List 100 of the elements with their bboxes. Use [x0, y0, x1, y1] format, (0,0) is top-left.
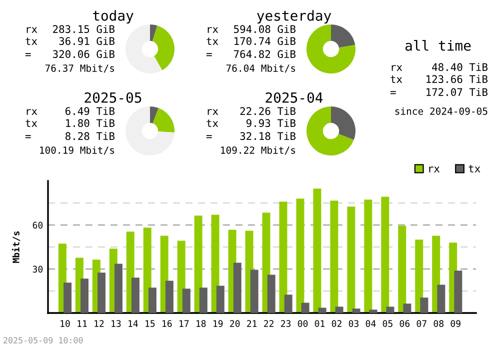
- bar: [64, 282, 72, 313]
- bar: [165, 280, 174, 313]
- bar: [131, 278, 140, 313]
- x-tick-label: 23: [281, 320, 291, 327]
- x-tick-label: 07: [416, 320, 426, 327]
- text: tx: [206, 38, 218, 45]
- text: 172.07 TiB: [426, 88, 488, 96]
- chart-title: 2025-04: [266, 92, 323, 103]
- x-tick-label: 09: [450, 320, 460, 327]
- chart-title: 2025-05: [84, 92, 142, 103]
- bar: [352, 308, 360, 313]
- x-tick-label: 15: [146, 320, 155, 327]
- donut-slice: [125, 106, 174, 156]
- text: 48.40 TiB: [432, 62, 488, 72]
- chart-title: yesterday: [257, 10, 332, 24]
- bar: [318, 308, 326, 313]
- text: 2025-05-09 10:00: [4, 337, 83, 344]
- x-tick-label: 06: [400, 320, 410, 327]
- bar: [216, 286, 224, 313]
- text: 22.26 TiB: [240, 106, 296, 116]
- text: 109.22 Mbit/s: [221, 146, 296, 155]
- text: 36.91 GiB: [59, 36, 115, 46]
- bar: [194, 216, 202, 313]
- bar: [313, 188, 322, 313]
- y-axis-title: Mbit/s: [12, 231, 20, 263]
- donut-slice: [150, 106, 158, 124]
- text: tx: [206, 120, 218, 127]
- donut-slice: [306, 106, 354, 156]
- x-tick-label: 21: [247, 320, 257, 327]
- text: =: [25, 53, 31, 56]
- x-tick-label: 18: [196, 320, 206, 327]
- text: 764.82 GiB: [234, 50, 296, 58]
- bar: [381, 196, 390, 313]
- text: rx: [392, 65, 402, 71]
- bar: [454, 270, 462, 313]
- x-tick-label: 13: [112, 320, 121, 327]
- x-tick-label: 00: [298, 320, 308, 327]
- bar: [148, 288, 156, 313]
- text: rx: [26, 109, 38, 115]
- text: 283.15 GiB: [53, 24, 115, 34]
- bar: [335, 306, 344, 313]
- bar: [364, 200, 372, 313]
- donut-slice: [152, 108, 175, 133]
- bar: [369, 310, 378, 313]
- bar: [284, 294, 292, 313]
- text: rx: [208, 27, 218, 33]
- bar: [437, 284, 446, 313]
- x-tick-label: 16: [162, 320, 172, 327]
- donut-slice: [331, 24, 356, 48]
- text: 32.18 TiB: [240, 132, 296, 140]
- bar: [386, 306, 394, 313]
- chart-title: today: [92, 10, 134, 24]
- bar: [415, 240, 424, 313]
- x-tick-label: 22: [264, 320, 274, 327]
- text: 320.06 GiB: [52, 50, 115, 58]
- text: 123.66 TiB: [426, 74, 488, 84]
- bar: [267, 274, 276, 313]
- bar: [80, 278, 89, 313]
- text: 9.93 TiB: [246, 118, 296, 128]
- bar: [347, 206, 356, 313]
- text: 170.74 GiB: [234, 36, 296, 46]
- bar: [182, 288, 190, 313]
- text: 6.49 TiB: [66, 106, 115, 116]
- bar: [403, 304, 412, 313]
- x-tick-label: 08: [434, 320, 444, 327]
- x-tick-label: 19: [213, 320, 223, 327]
- text: 76.37 Mbit/s: [45, 64, 114, 73]
- donut-slice: [152, 26, 175, 70]
- bar: [233, 262, 242, 313]
- x-tick-label: 20: [230, 320, 240, 327]
- donut-slice: [125, 24, 162, 74]
- text: since 2024-09-05: [395, 107, 488, 115]
- x-tick-label: 10: [60, 320, 70, 327]
- bar: [114, 264, 122, 313]
- text: tx: [390, 76, 402, 83]
- x-tick-label: 17: [180, 320, 189, 327]
- legend-label: tx: [468, 165, 480, 172]
- text: =: [25, 135, 31, 138]
- bar: [420, 298, 428, 313]
- text: all time: [405, 40, 471, 51]
- x-tick-label: 11: [78, 320, 87, 327]
- text: 100.19 Mbit/s: [40, 146, 114, 155]
- x-tick-label: 05: [382, 320, 392, 327]
- text: =: [390, 91, 396, 94]
- text: 76.04 Mbit/s: [226, 64, 296, 73]
- bar: [279, 202, 288, 313]
- x-tick-label: 04: [366, 320, 376, 327]
- bar: [199, 288, 208, 313]
- bar: [250, 270, 258, 313]
- text: 594.08 GiB: [234, 24, 296, 34]
- bar: [98, 272, 106, 313]
- bar: [398, 226, 406, 313]
- bar: [330, 200, 338, 313]
- x-tick-label: 03: [348, 320, 358, 327]
- y-tick-label: 60: [32, 222, 43, 229]
- text: 8.28 TiB: [65, 132, 115, 140]
- bar: [301, 302, 310, 313]
- text: =: [206, 135, 212, 138]
- text: 1.80 TiB: [66, 118, 115, 128]
- text: rx: [208, 109, 218, 115]
